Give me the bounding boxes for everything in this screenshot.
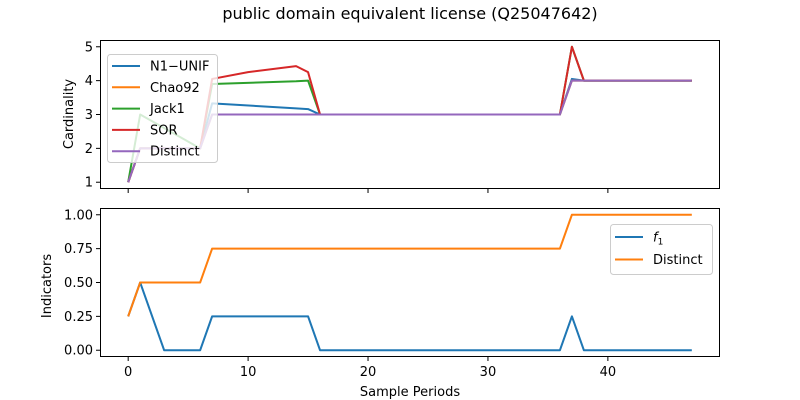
indicators-y-ticks: 0.00 0.25 0.50 0.75 1.00 — [64, 208, 100, 359]
indicators-legend-label: Distinct — [653, 253, 703, 268]
indicators-x-ticks: 0 10 20 30 40 — [124, 357, 616, 380]
cardinality-subplot: 1 2 3 4 5 Cardinality N1−UNIF Chao92 Jack1 SOR D… — [62, 40, 720, 193]
cardinality-axes-frame — [100, 40, 720, 189]
cardinality-y-tick-label: 4 — [85, 74, 93, 89]
x-tick-label: 20 — [360, 365, 377, 380]
indicators-y-axis-label: Indicators — [40, 254, 55, 318]
cardinality-legend-label: Jack1 — [149, 102, 185, 117]
indicators-legend-label: f1 — [653, 231, 663, 248]
x-tick-label: 40 — [600, 365, 617, 380]
cardinality-x-ticks — [127, 189, 609, 193]
indicators-subplot: 0.00 0.25 0.50 0.75 1.00 0 10 20 30 40 Indicator… — [40, 208, 720, 380]
indicators-axes-frame — [100, 208, 720, 357]
cardinality-legend-label: Distinct — [150, 145, 200, 160]
x-tick-label: 10 — [240, 365, 257, 380]
cardinality-legend-label: SOR — [150, 123, 178, 138]
x-axis-label: Sample Periods — [360, 385, 460, 400]
cardinality-y-tick-label: 5 — [85, 40, 93, 55]
indicators-y-tick-label: 0.75 — [64, 242, 93, 257]
indicators-y-tick-label: 0.25 — [64, 310, 93, 325]
cardinality-legend-label: N1−UNIF — [150, 60, 209, 75]
indicators-legend: f1 Distinct — [610, 224, 713, 275]
chart-title: public domain equivalent license (Q25047… — [222, 4, 597, 23]
x-tick-label: 0 — [124, 365, 132, 380]
cardinality-y-tick-label: 3 — [85, 108, 93, 123]
indicators-series-line-distinct — [127, 213, 692, 317]
cardinality-y-ticks: 1 2 3 4 5 — [85, 40, 100, 191]
indicators-y-tick-label: 1.00 — [64, 208, 93, 223]
cardinality-y-tick-label: 1 — [85, 176, 93, 191]
x-tick-label: 30 — [480, 365, 497, 380]
indicators-series-line-f1 — [127, 281, 692, 352]
cardinality-legend: N1−UNIF Chao92 Jack1 SOR Distinct — [107, 54, 218, 163]
indicators-y-tick-label: 0.50 — [64, 276, 93, 291]
cardinality-y-tick-label: 2 — [85, 142, 93, 157]
indicators-lines — [127, 213, 692, 352]
cardinality-legend-label: Chao92 — [150, 81, 200, 96]
cardinality-y-axis-label: Cardinality — [62, 79, 77, 150]
indicators-y-tick-label: 0.00 — [64, 344, 93, 359]
cardinality-legend-box — [107, 54, 218, 163]
